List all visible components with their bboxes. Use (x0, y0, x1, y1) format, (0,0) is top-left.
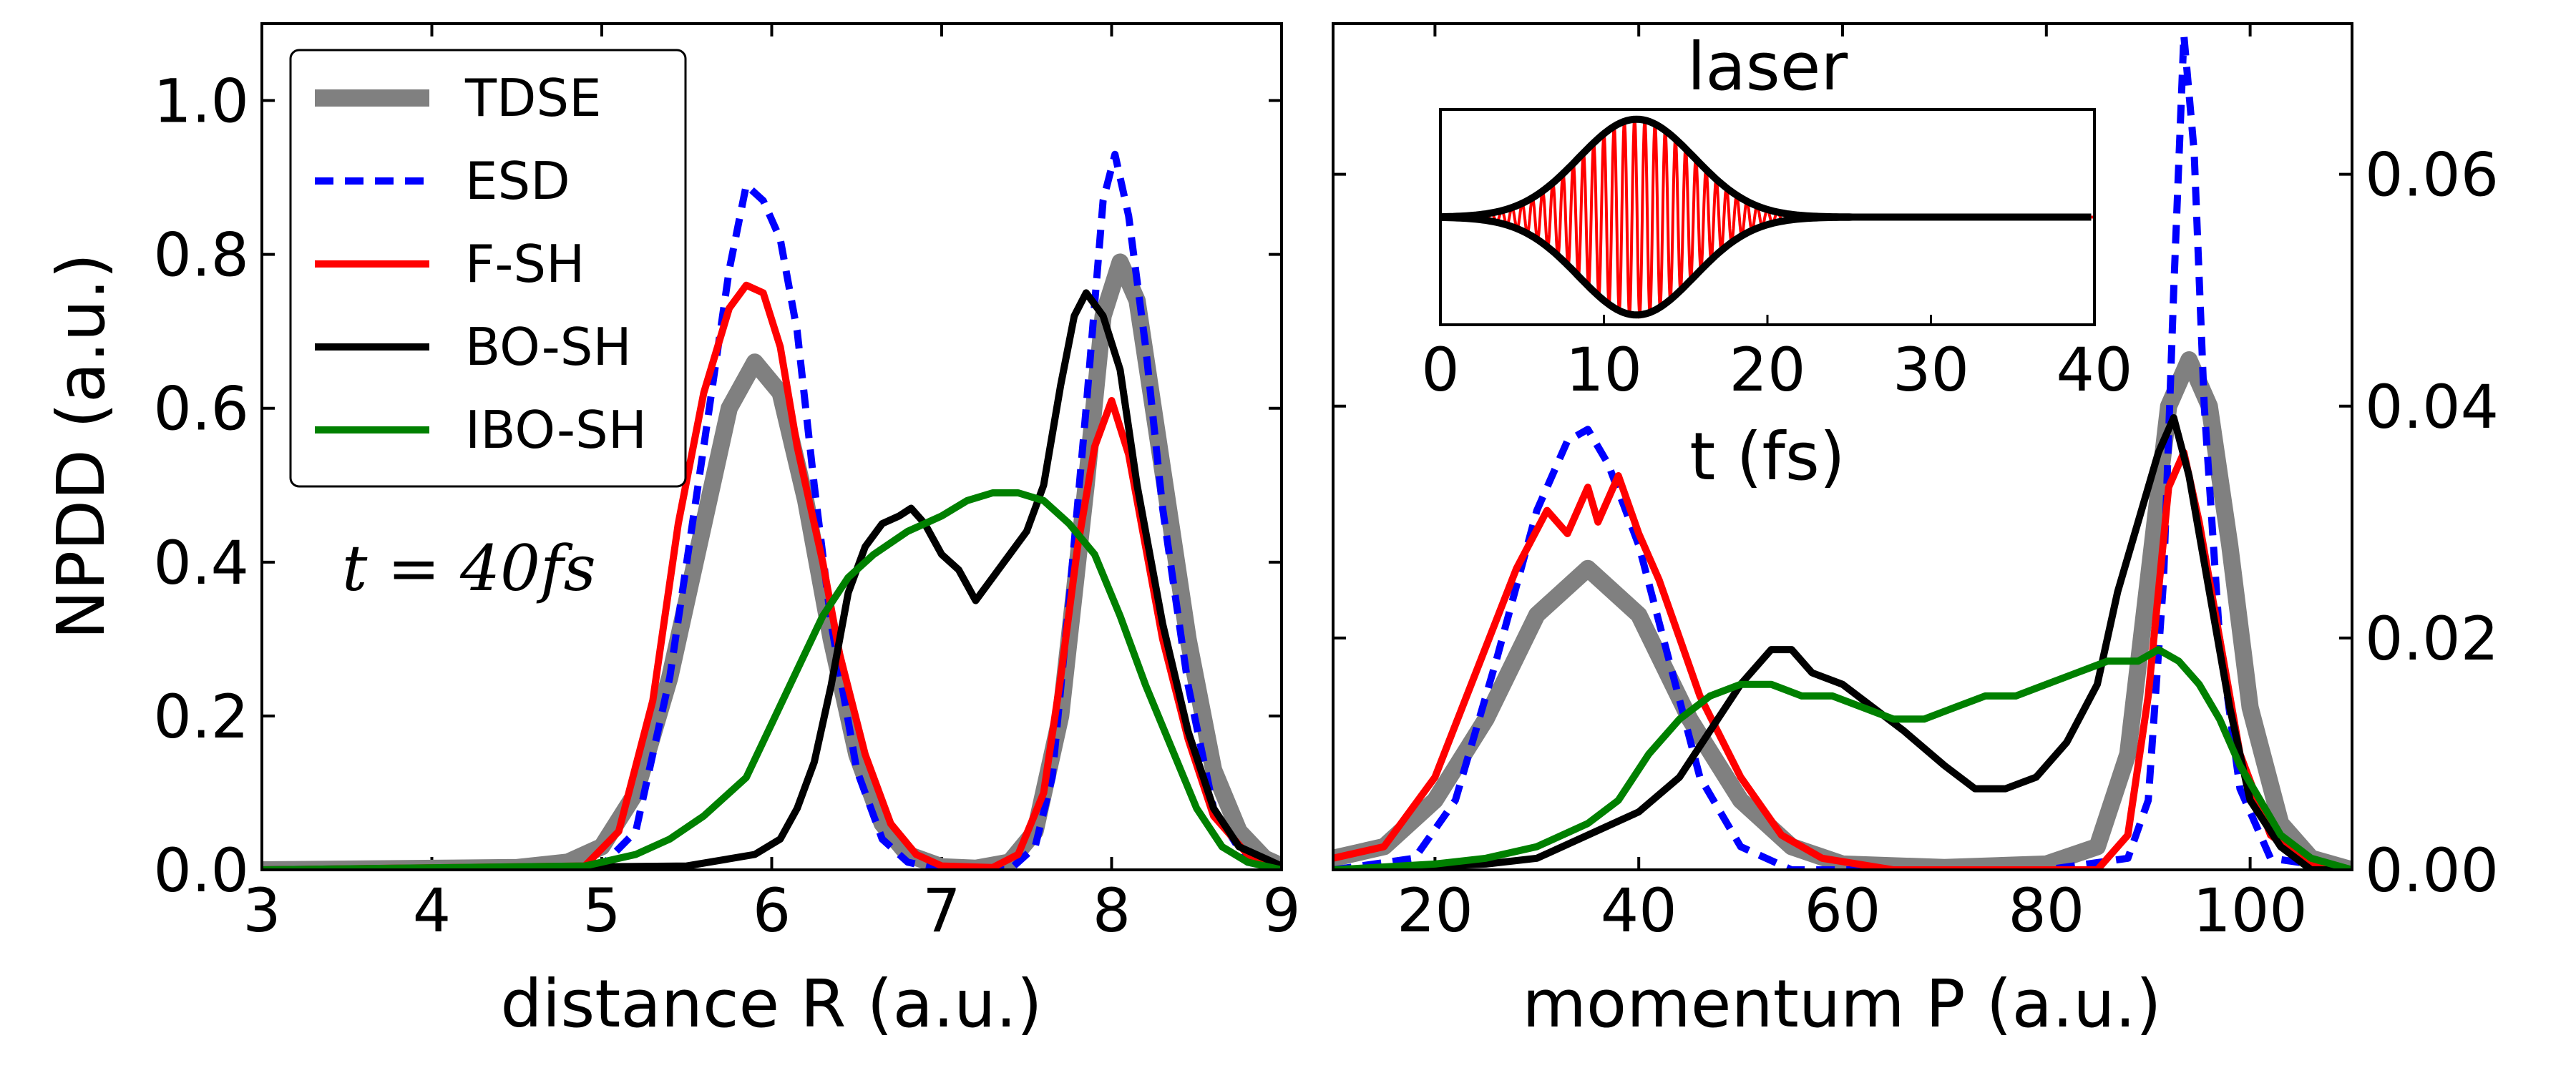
legend-box (289, 49, 687, 488)
left-x-tick-label: 8 (1093, 876, 1131, 946)
left-x-tick-label: 5 (582, 876, 620, 946)
right-y-tick-label: 0.06 (2365, 140, 2499, 210)
left-y-tick-label: 0.4 (153, 528, 249, 598)
right-y-tick-label: 0.04 (2365, 372, 2499, 442)
left-series-bo-sh (262, 289, 1282, 870)
inset-axis-tick-labels: 0 10 20 30 40 (1421, 335, 2132, 405)
inset-x-tick-label: 10 (1566, 335, 1642, 405)
left-plot-area (262, 150, 1282, 870)
inset-axis-ticks (1439, 315, 2096, 325)
left-x-tick-label: 6 (753, 876, 791, 946)
legend-label-ibo-sh: IBO-SH (465, 400, 647, 460)
right-plot-frame (1332, 22, 2353, 871)
inset-x-tick-label: 20 (1729, 335, 1806, 405)
inset-x-axis-label: t (fs) (1689, 418, 1845, 495)
left-series-esd (262, 150, 1282, 870)
legend: TDSE ESD F-SH BO-SH IBO-SH (289, 49, 687, 488)
left-panel: 3 4 5 6 7 8 9 0.0 0.2 0.4 0.6 0.8 1.0 distance R (a.… (43, 22, 1301, 1042)
right-y-tick-label: 0.00 (2365, 836, 2499, 906)
left-y-tick-label: 0.2 (153, 682, 249, 752)
right-x-tick-label: 60 (1805, 876, 1881, 946)
right-plot-area (1333, 31, 2352, 870)
legend-label-tdse: TDSE (464, 68, 602, 128)
inset-title: laser (1687, 29, 1848, 105)
laser-envelope-lower (1440, 213, 2092, 319)
left-plot-frame (260, 22, 1283, 871)
inset-x-tick-label: 40 (2057, 335, 2133, 405)
left-y-axis-label: NPDD (a.u.) (43, 253, 119, 640)
right-series-ibo-sh (1333, 646, 2352, 870)
left-y-tick-label: 0.8 (153, 220, 249, 290)
right-x-tick-label: 40 (1601, 876, 1677, 946)
right-x-tick-label: 20 (1397, 876, 1473, 946)
right-x-tick-label: 100 (2192, 876, 2307, 946)
left-y-tick-label: 0.0 (153, 836, 249, 906)
left-x-axis-label: distance R (a.u.) (500, 966, 1042, 1042)
inset-x-tick-label: 0 (1421, 335, 1459, 405)
left-x-tick-label: 9 (1262, 876, 1300, 946)
right-series-bo-sh (1333, 414, 2352, 870)
left-x-tick-label: 3 (243, 876, 280, 946)
right-series-esd (1333, 31, 2352, 870)
left-x-tick-label: 7 (922, 876, 960, 946)
inset-plot-area (1440, 115, 2094, 319)
right-series-tdse (1333, 351, 2352, 870)
left-axis-tick-labels: 3 4 5 6 7 8 9 0.0 0.2 0.4 0.6 0.8 1.0 (153, 67, 1300, 946)
left-y-tick-label: 0.6 (153, 374, 249, 444)
right-y-tick-label: 0.02 (2365, 604, 2499, 674)
laser-envelope-upper (1440, 115, 2092, 221)
legend-label-f-sh: F-SH (465, 234, 585, 294)
legend-label-esd: ESD (465, 151, 570, 211)
legend-entries: TDSE ESD F-SH BO-SH IBO-SH (315, 68, 647, 460)
left-x-tick-label: 4 (413, 876, 451, 946)
laser-inset: laser 0 10 20 30 40 t (fs) (1421, 29, 2132, 495)
right-x-tick-label: 80 (2008, 876, 2084, 946)
legend-label-bo-sh: BO-SH (465, 317, 632, 377)
time-annotation: t = 40fs (342, 531, 596, 605)
left-y-tick-label: 1.0 (153, 67, 249, 137)
left-series-ibo-sh (262, 489, 1282, 870)
right-x-axis-label: momentum P (a.u.) (1522, 966, 2161, 1042)
inset-x-tick-label: 30 (1893, 335, 1969, 405)
